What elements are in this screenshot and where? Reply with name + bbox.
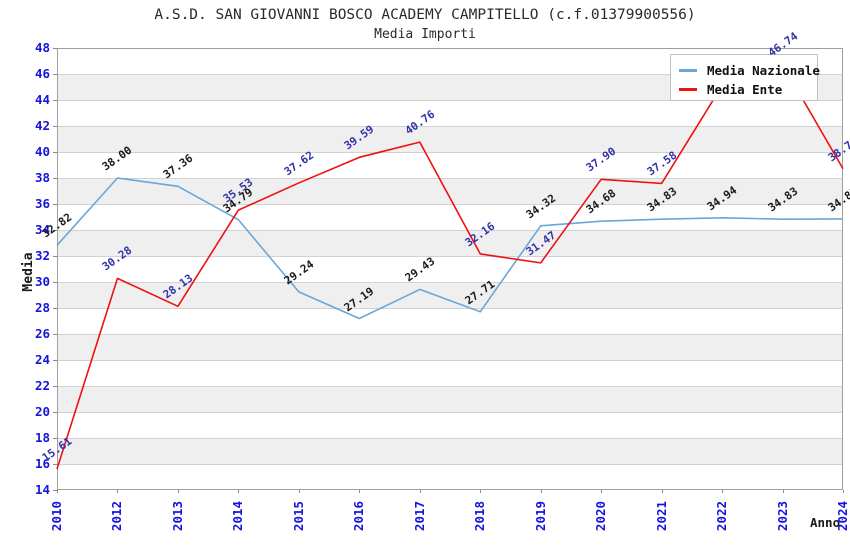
y-tick-mark [53, 282, 57, 283]
y-tick-mark [53, 256, 57, 257]
y-tick-mark [53, 48, 57, 49]
y-tick-label: 18 [34, 430, 50, 445]
y-tick-label: 22 [34, 378, 50, 393]
plot-area [57, 48, 843, 490]
chart-subtitle: Media Importi [374, 27, 476, 42]
y-tick-label: 14 [34, 482, 50, 497]
media-nazionale-line [56, 177, 844, 320]
y-tick-mark [53, 100, 57, 101]
y-tick-mark [53, 230, 57, 231]
y-tick-label: 28 [34, 300, 50, 315]
y-tick-label: 48 [34, 40, 50, 55]
x-tick-mark [601, 490, 603, 493]
y-tick-mark [53, 204, 57, 205]
x-tick-mark [419, 490, 421, 493]
legend-item-media-ente: Media Ente [679, 80, 817, 99]
x-tick-mark [177, 490, 179, 493]
y-tick-label: 36 [34, 196, 50, 211]
x-axis-title: Anno [810, 515, 841, 530]
x-tick-mark [540, 490, 542, 493]
x-tick-mark [359, 490, 361, 493]
y-tick-mark [53, 152, 57, 153]
y-tick-mark [53, 178, 57, 179]
legend-box: Media Nazionale Media Ente [670, 54, 820, 101]
x-tick-mark [782, 490, 784, 493]
x-tick-mark [722, 490, 724, 493]
y-tick-label: 20 [34, 404, 50, 419]
y-tick-mark [53, 386, 57, 387]
y-tick-label: 38 [34, 170, 50, 185]
y-tick-label: 42 [34, 118, 50, 133]
x-tick-mark [238, 490, 240, 493]
y-tick-label: 46 [34, 66, 50, 81]
y-tick-mark [53, 74, 57, 75]
y-tick-label: 32 [34, 248, 50, 263]
y-tick-label: 34 [34, 222, 50, 237]
legend-label: Media Nazionale [707, 63, 820, 78]
x-tick-mark [661, 490, 663, 493]
legend-item-media-nazionale: Media Nazionale [679, 61, 820, 80]
y-tick-mark [53, 412, 57, 413]
x-tick-mark [480, 490, 482, 493]
chart-title: A.S.D. SAN GIOVANNI BOSCO ACADEMY CAMPIT… [154, 7, 696, 23]
media-ente-line [56, 63, 844, 470]
x-tick-mark [57, 490, 58, 493]
y-tick-mark [53, 334, 57, 335]
y-tick-mark [53, 464, 57, 465]
y-tick-label: 40 [34, 144, 50, 159]
x-tick-mark [298, 490, 300, 493]
legend-label: Media Ente [707, 82, 783, 97]
y-tick-label: 16 [34, 456, 50, 471]
y-tick-mark [53, 360, 57, 361]
legend-swatch-icon [679, 69, 697, 72]
y-tick-mark [53, 126, 57, 127]
y-tick-label: 24 [34, 352, 50, 367]
y-tick-mark [53, 308, 57, 309]
y-tick-mark [53, 438, 57, 439]
x-tick-mark [843, 490, 844, 493]
y-tick-mark [53, 490, 57, 491]
y-tick-label: 26 [34, 326, 50, 341]
x-tick-mark [117, 490, 119, 493]
y-tick-label: 30 [34, 274, 50, 289]
y-tick-label: 44 [34, 92, 50, 107]
legend-swatch-icon [679, 88, 697, 91]
